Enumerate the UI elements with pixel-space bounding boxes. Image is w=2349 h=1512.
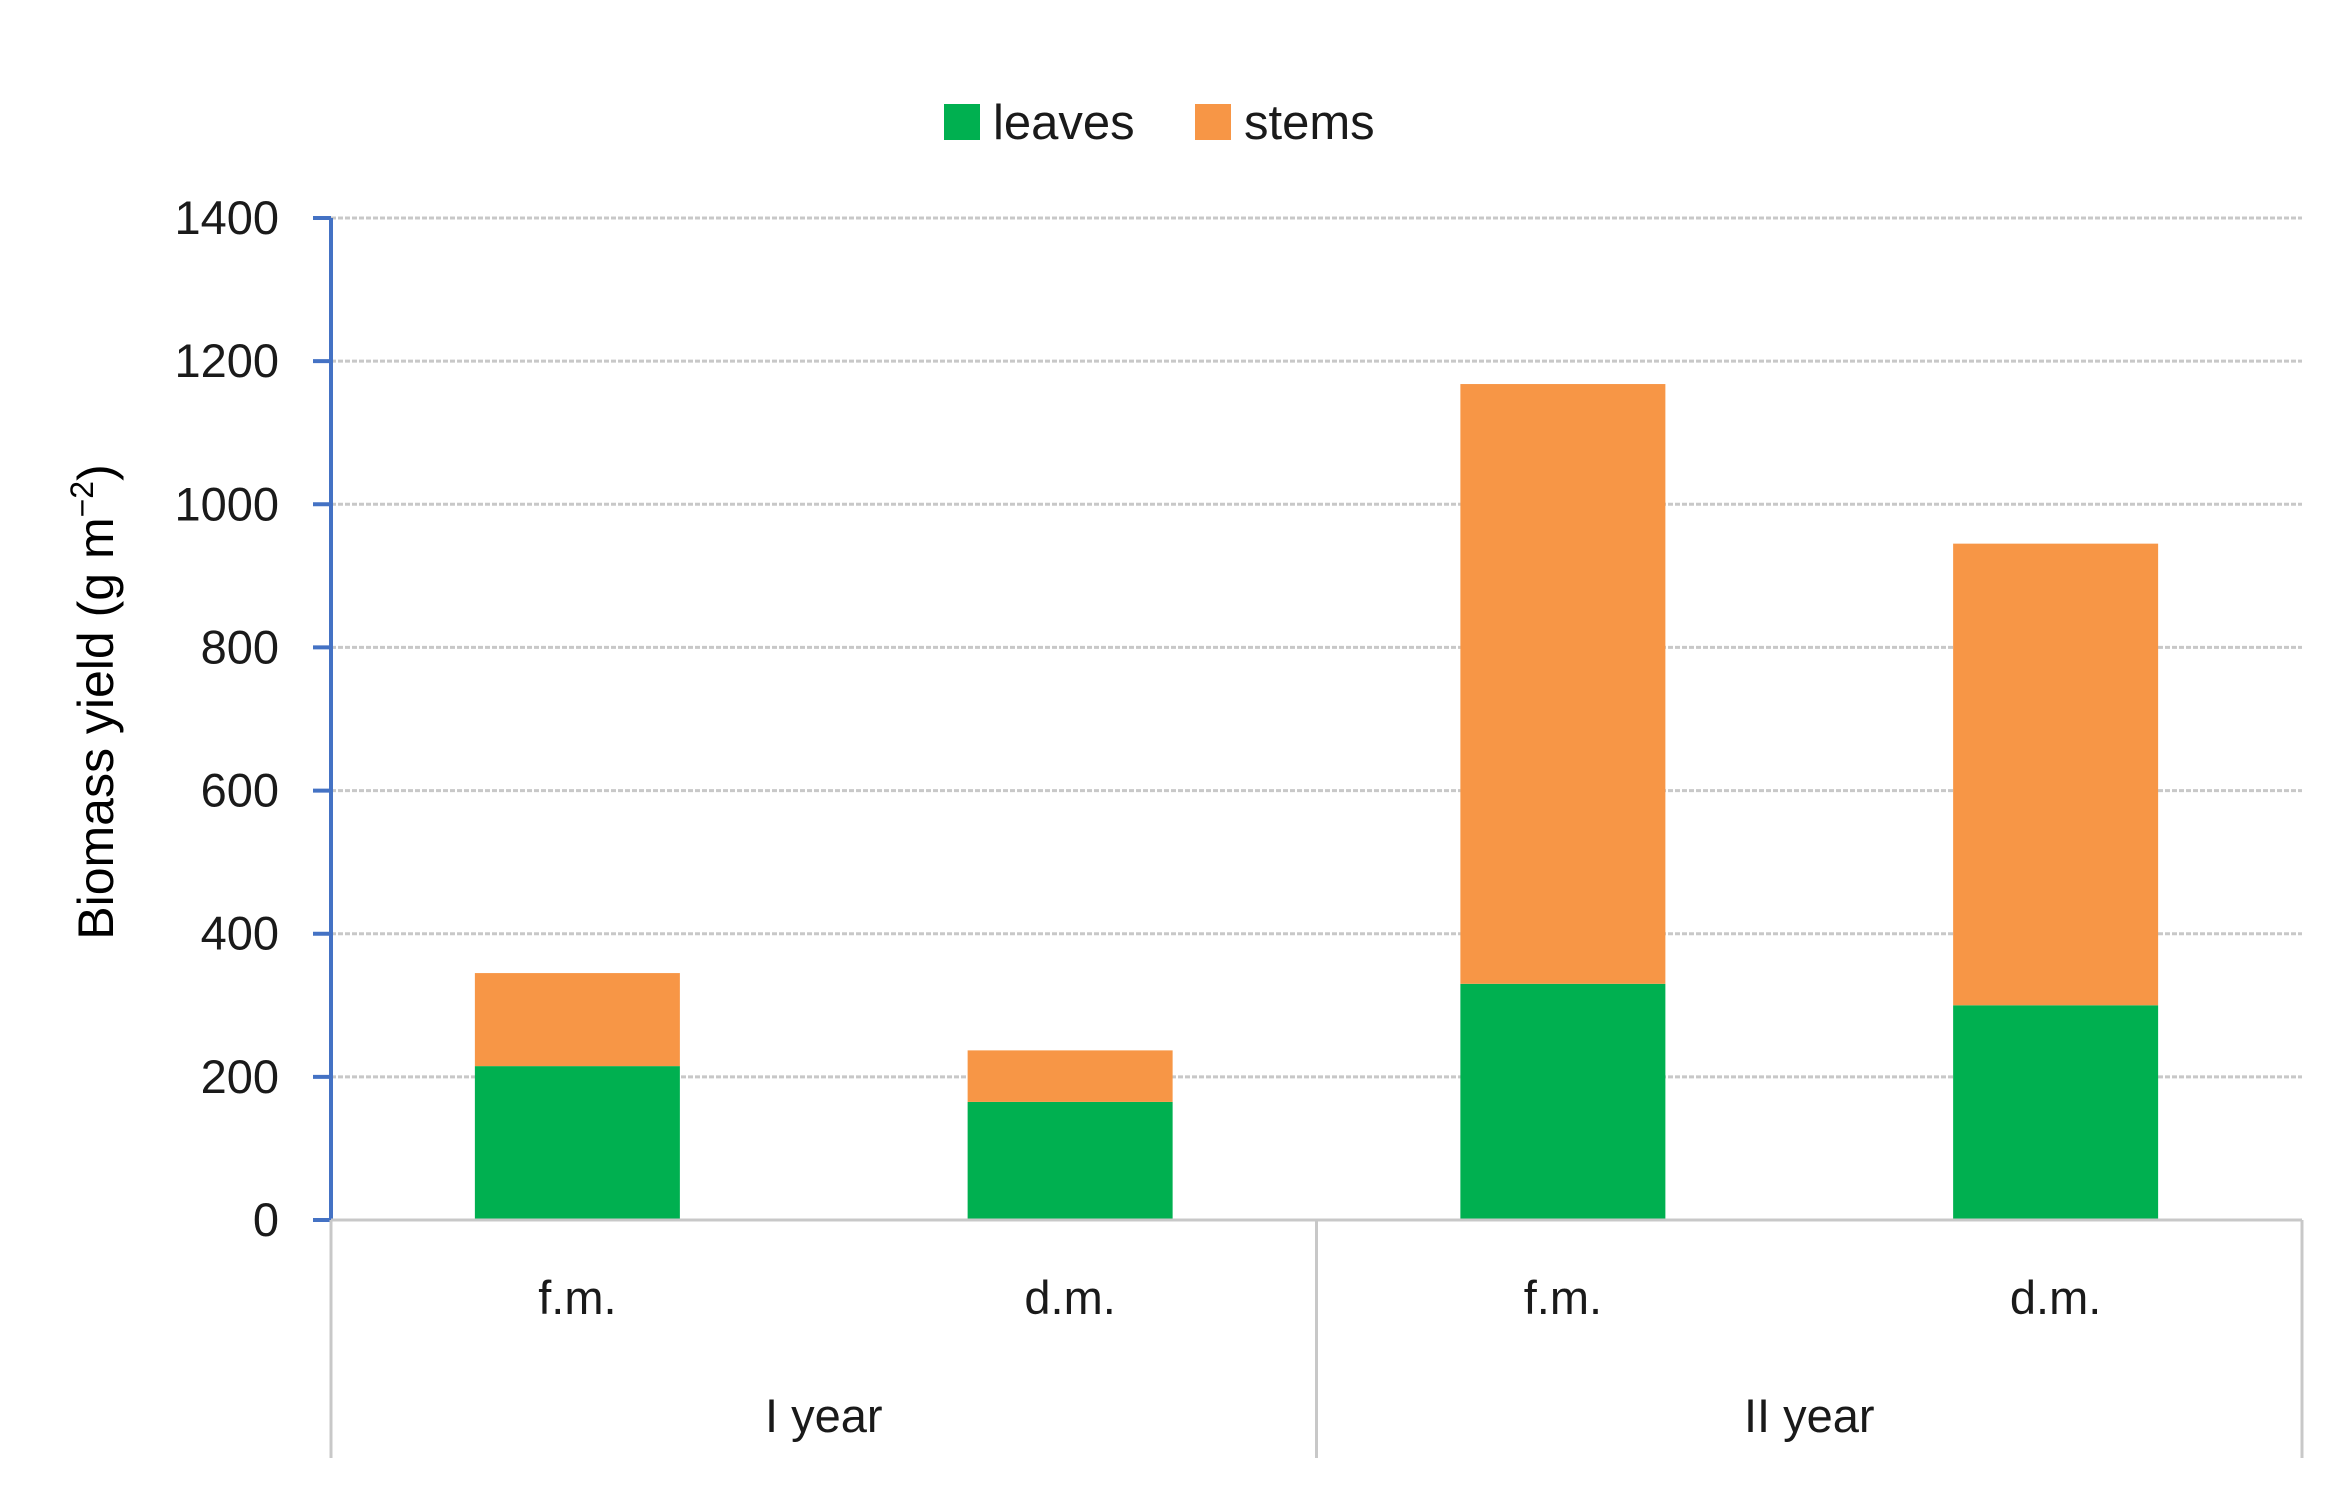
y-tick-label: 1200 — [174, 334, 279, 387]
y-tick-label: 800 — [201, 620, 279, 673]
x-category-label: d.m. — [2010, 1271, 2101, 1324]
y-tick-label: 0 — [253, 1193, 279, 1246]
y-axis-title-text: Biomass yield (g m−2) — [64, 464, 124, 939]
bar-leaves — [967, 1101, 1173, 1220]
y-tick-label: 200 — [201, 1050, 279, 1103]
y-tick-label: 400 — [201, 907, 279, 960]
bar-stems — [474, 973, 680, 1067]
legend: leaves stems — [944, 96, 1375, 150]
axes — [313, 216, 2304, 1458]
x-group-label: II year — [1744, 1389, 1875, 1442]
y-tick-labels: 0 200 400 600 800 1000 1200 1400 — [174, 191, 279, 1246]
bars — [474, 384, 2159, 1220]
y-axis-title: Biomass yield (g m−2) — [64, 464, 124, 939]
x-category-labels: f.m. d.m. f.m. d.m. I year II year — [538, 1271, 2101, 1442]
bar-stems — [1953, 543, 2159, 1006]
bar-stems — [967, 1050, 1173, 1102]
x-group-label: I year — [765, 1389, 883, 1442]
bar-leaves — [474, 1066, 680, 1220]
bar-stems — [1460, 384, 1666, 984]
y-tick-label: 600 — [201, 764, 279, 817]
x-category-label: f.m. — [1524, 1271, 1602, 1324]
legend-swatch-stems — [1195, 104, 1231, 140]
legend-label-leaves: leaves — [993, 96, 1135, 150]
legend-label-stems: stems — [1244, 96, 1375, 150]
bar-leaves — [1953, 1005, 2159, 1220]
bar-leaves — [1460, 983, 1666, 1220]
y-tick-label: 1000 — [174, 477, 279, 530]
x-category-label: f.m. — [538, 1271, 616, 1324]
x-category-label: d.m. — [1024, 1271, 1115, 1324]
y-tick-label: 1400 — [174, 191, 279, 244]
legend-swatch-leaves — [944, 104, 980, 140]
